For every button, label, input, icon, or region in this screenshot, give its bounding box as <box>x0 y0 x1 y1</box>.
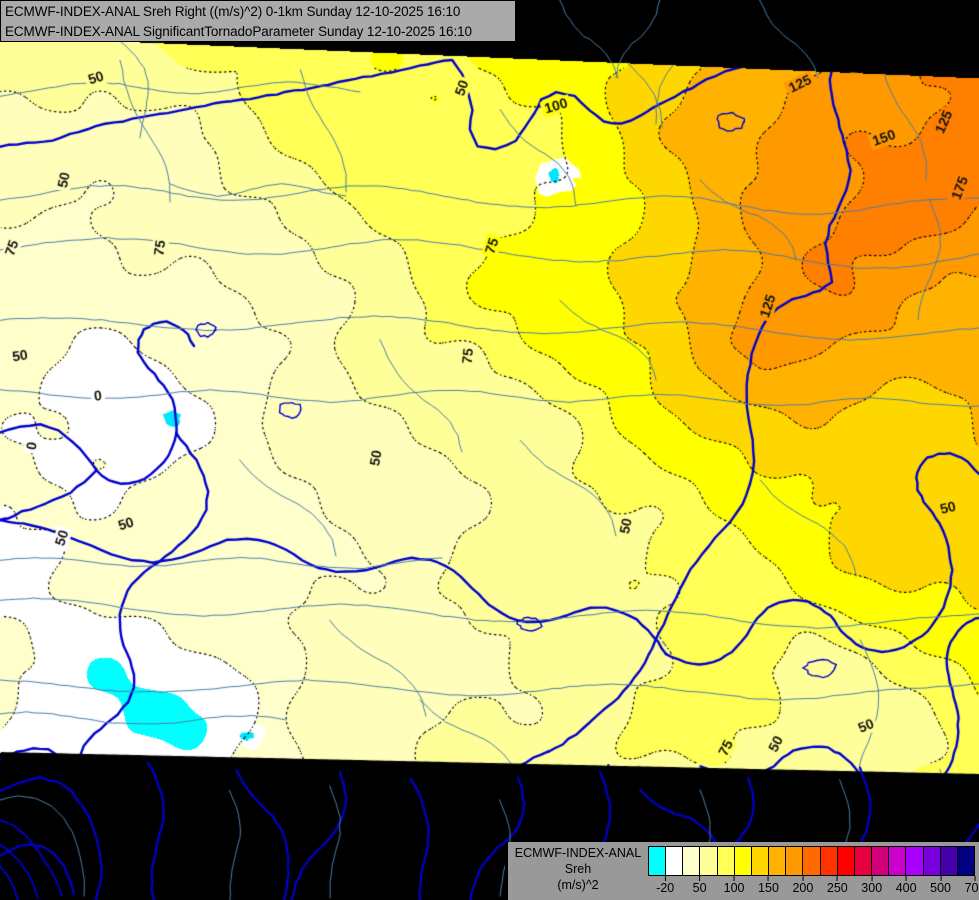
legend-model-name: ECMWF-INDEX-ANAL <box>514 846 642 860</box>
legend-swatch-18 <box>957 847 974 875</box>
tick-mark <box>802 876 804 881</box>
legend-tick-labels: -20 50 100 150 200 250 300 400 500 700 <box>648 876 979 898</box>
tick-value: 500 <box>930 881 952 895</box>
legend-units: (m/s)^2 <box>557 878 599 892</box>
legend-swatch-12 <box>854 847 873 875</box>
legend-swatch-9 <box>803 847 821 875</box>
tick-mark <box>836 876 838 881</box>
tick-value: 700 <box>964 881 979 895</box>
legend-tick-150: 150 <box>758 876 779 895</box>
tick-value: 400 <box>895 881 917 895</box>
tick-mark <box>699 876 701 881</box>
legend-swatch-1 <box>666 847 684 875</box>
legend-swatch-6 <box>751 847 770 875</box>
tick-mark <box>974 876 976 881</box>
color-legend: ECMWF-INDEX-ANAL Sreh (m/s)^2 -20 50 100 15… <box>505 842 979 900</box>
legend-swatch-5 <box>734 847 752 875</box>
map-title-box: ECMWF-INDEX-ANAL Sreh Right ((m/s)^2) 0-… <box>0 0 516 42</box>
tick-value: 250 <box>826 881 848 895</box>
legend-swatch-0 <box>649 847 667 875</box>
legend-swatch-14 <box>889 847 907 875</box>
legend-swatch-11 <box>837 847 855 875</box>
tick-mark <box>733 876 735 881</box>
legend-tick-500: 500 <box>930 876 951 895</box>
map-title-line-2: ECMWF-INDEX-ANAL SignificantTornadoParam… <box>5 24 472 39</box>
legend-swatch-7 <box>769 847 787 875</box>
legend-swatch-8 <box>786 847 804 875</box>
legend-tick-250: 250 <box>827 876 848 895</box>
legend-tick-400: 400 <box>896 876 917 895</box>
legend-field-name: Sreh <box>564 862 592 876</box>
legend-tick-300: 300 <box>861 876 882 895</box>
tick-value: 50 <box>692 881 707 895</box>
legend-tick-200: 200 <box>792 876 813 895</box>
legend-swatch-13 <box>872 847 890 875</box>
legend-swatch-15 <box>906 847 924 875</box>
legend-swatch-10 <box>820 847 838 875</box>
legend-tick-50: 50 <box>693 876 707 895</box>
tick-value: 100 <box>723 881 745 895</box>
legend-swatch-2 <box>683 847 701 875</box>
legend-swatch-17 <box>940 847 958 875</box>
tick-mark <box>664 876 666 881</box>
legend-tick--20: -20 <box>656 876 674 895</box>
tick-value: 300 <box>861 881 883 895</box>
tick-value: 200 <box>792 881 814 895</box>
legend-swatch-16 <box>923 847 941 875</box>
tick-value: -20 <box>656 881 675 895</box>
tick-mark <box>940 876 942 881</box>
tick-mark <box>905 876 907 881</box>
legend-swatch-3 <box>700 847 718 875</box>
legend-label-block: ECMWF-INDEX-ANAL Sreh (m/s)^2 <box>514 845 642 893</box>
legend-colorbar <box>648 846 975 876</box>
map-title-line-1: ECMWF-INDEX-ANAL Sreh Right ((m/s)^2) 0-… <box>5 4 461 19</box>
legend-tick-100: 100 <box>723 876 745 895</box>
tick-mark <box>871 876 873 881</box>
tick-mark <box>767 876 769 881</box>
legend-swatch-4 <box>717 847 735 875</box>
legend-tick-700: 700 <box>965 876 979 895</box>
tick-value: 150 <box>758 881 779 895</box>
